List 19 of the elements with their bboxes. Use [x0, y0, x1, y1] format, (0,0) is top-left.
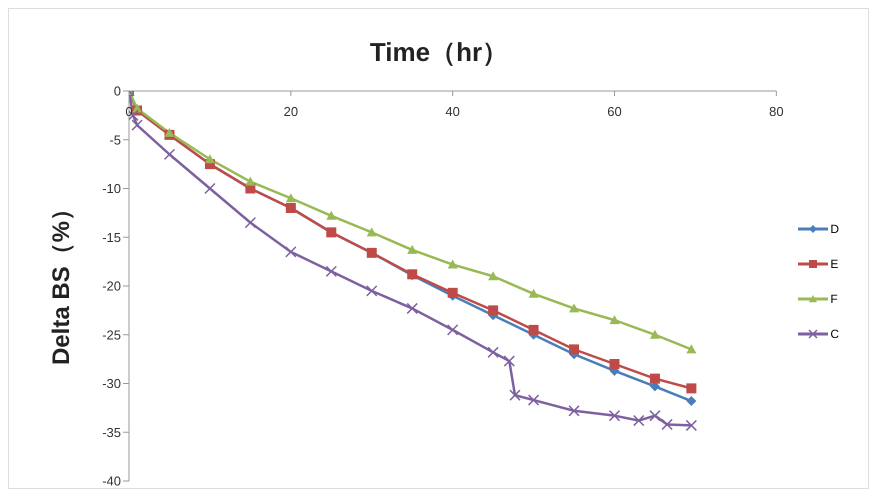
y-axis-title: Delta BS（%） — [47, 196, 76, 366]
y-tick-label: -30 — [102, 376, 121, 392]
x-tick-label: 80 — [769, 104, 784, 119]
x-axis-title: Time（hr） — [368, 36, 510, 69]
y-tick-label: 0 — [114, 84, 121, 99]
legend-label: F — [830, 292, 838, 306]
x-tick-label: 20 — [284, 104, 298, 119]
legend-label: E — [830, 256, 838, 270]
x-tick-label: 40 — [445, 104, 460, 119]
x-tick-label: 60 — [607, 104, 622, 119]
y-tick-label: -10 — [102, 181, 121, 196]
y-tick-label: -5 — [109, 132, 121, 148]
legend-label: C — [830, 326, 839, 340]
y-tick-label: -35 — [102, 424, 121, 440]
y-tick-label: -40 — [102, 474, 121, 489]
y-tick-label: -15 — [102, 230, 121, 245]
legend-label: D — [830, 222, 839, 236]
y-tick-label: -20 — [102, 278, 121, 294]
y-tick-label: -25 — [102, 327, 121, 342]
